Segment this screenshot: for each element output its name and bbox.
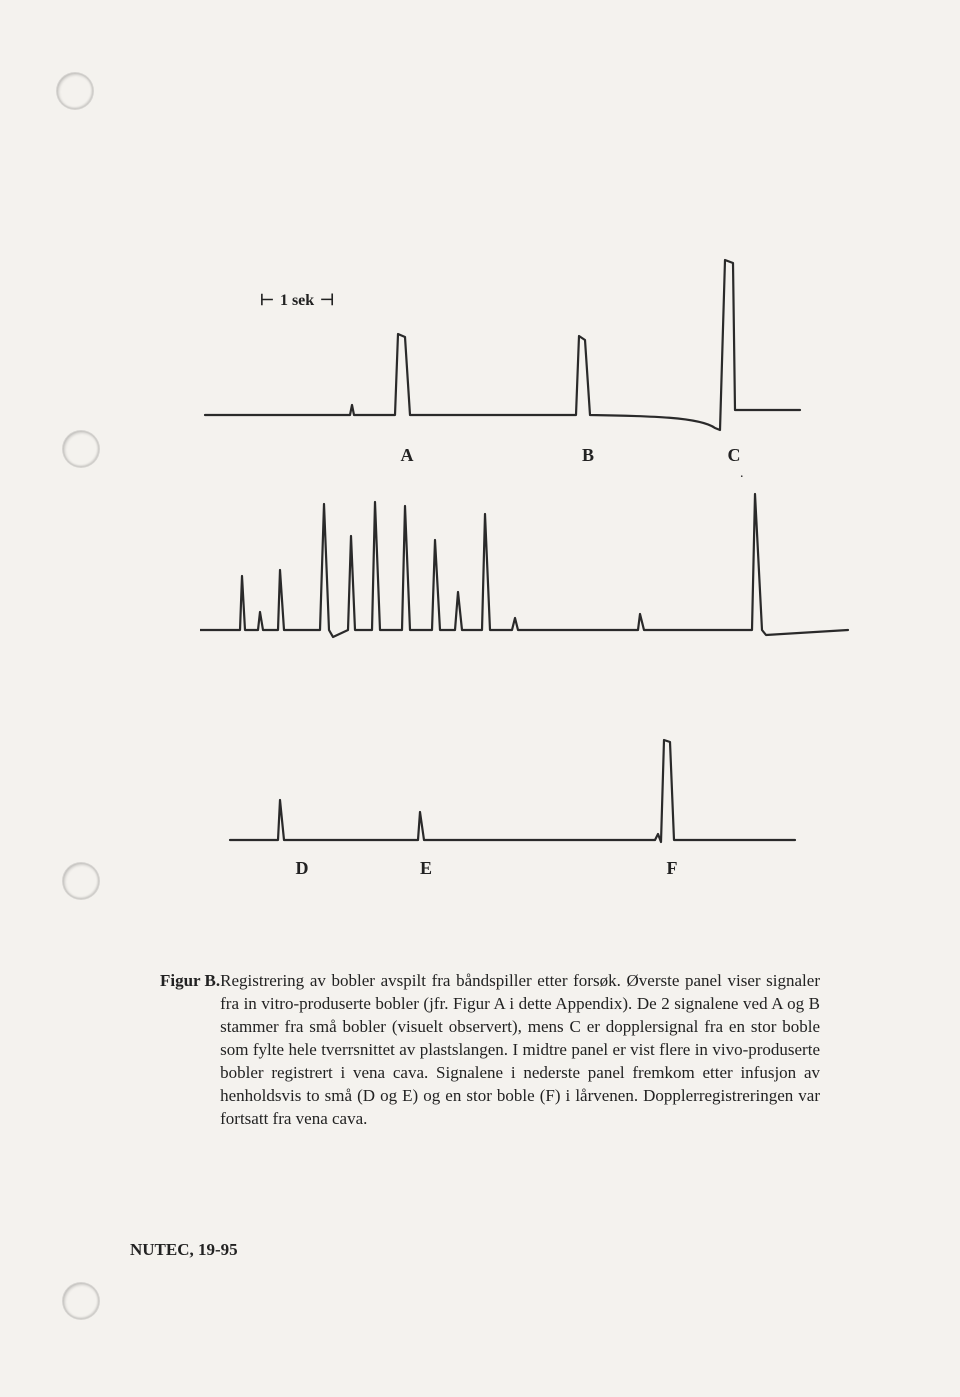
label-d: D <box>290 858 314 879</box>
punch-hole <box>62 1282 100 1320</box>
trace-middle-svg <box>200 490 860 660</box>
figure-b: ⊢ 1 sek ⊣ A B C . D E F <box>200 230 840 908</box>
punch-hole <box>56 72 94 110</box>
label-a: A <box>395 445 419 466</box>
caption-table: Figur B. Registrering av bobler avspilt … <box>160 970 820 1131</box>
panel-top: A B C . <box>200 250 800 460</box>
label-f: F <box>660 858 684 879</box>
caption-leader: Figur B. <box>160 971 220 990</box>
label-c-dot: . <box>740 466 744 482</box>
label-c: C <box>722 445 746 466</box>
punch-hole <box>62 862 100 900</box>
panel-middle <box>200 490 840 660</box>
label-e: E <box>414 858 438 879</box>
trace-top-svg <box>200 250 820 460</box>
caption-body: Registrering av bobler avspilt fra bånds… <box>220 971 820 1128</box>
label-b: B <box>576 445 600 466</box>
footer-text: NUTEC, 19-95 <box>130 1240 238 1260</box>
punch-hole <box>62 430 100 468</box>
figure-caption: Figur B. Registrering av bobler avspilt … <box>160 970 820 1131</box>
panel-bottom: D E F <box>200 730 800 880</box>
page: ⊢ 1 sek ⊣ A B C . D E F <box>0 0 960 1397</box>
